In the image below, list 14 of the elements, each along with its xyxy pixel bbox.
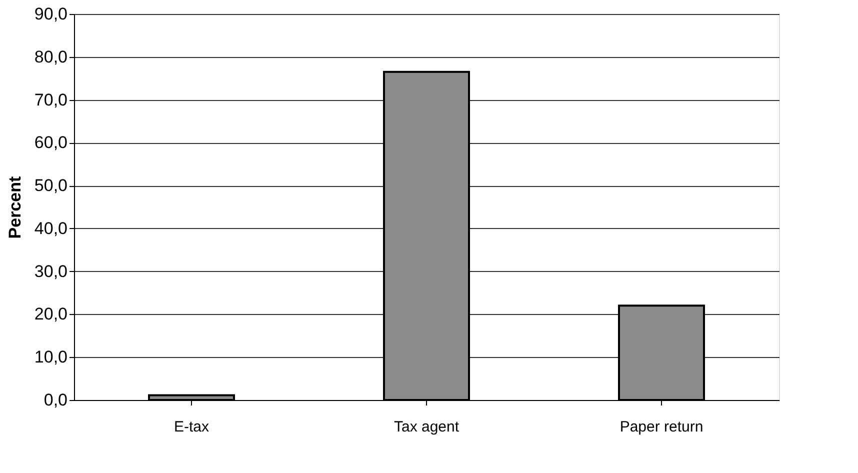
x-tick-label: Paper return <box>620 418 704 436</box>
x-tick-label: Tax agent <box>394 418 460 436</box>
y-tick-label: 70,0 <box>34 90 68 110</box>
y-tick-label: 30,0 <box>34 262 68 281</box>
y-tick-label: 0,0 <box>44 390 68 410</box>
y-tick-label: 20,0 <box>34 304 68 324</box>
y-tick-label: 90,0 <box>34 4 68 24</box>
y-tick-label: 10,0 <box>34 348 68 367</box>
y-tick-label: 50,0 <box>34 176 68 196</box>
y-tick-label: 40,0 <box>34 218 68 238</box>
x-tick-label: E-tax <box>174 418 210 436</box>
y-tick-label: 80,0 <box>34 47 68 66</box>
y-tick-label: 60,0 <box>34 133 68 152</box>
y-axis-title: Percent <box>5 176 24 239</box>
